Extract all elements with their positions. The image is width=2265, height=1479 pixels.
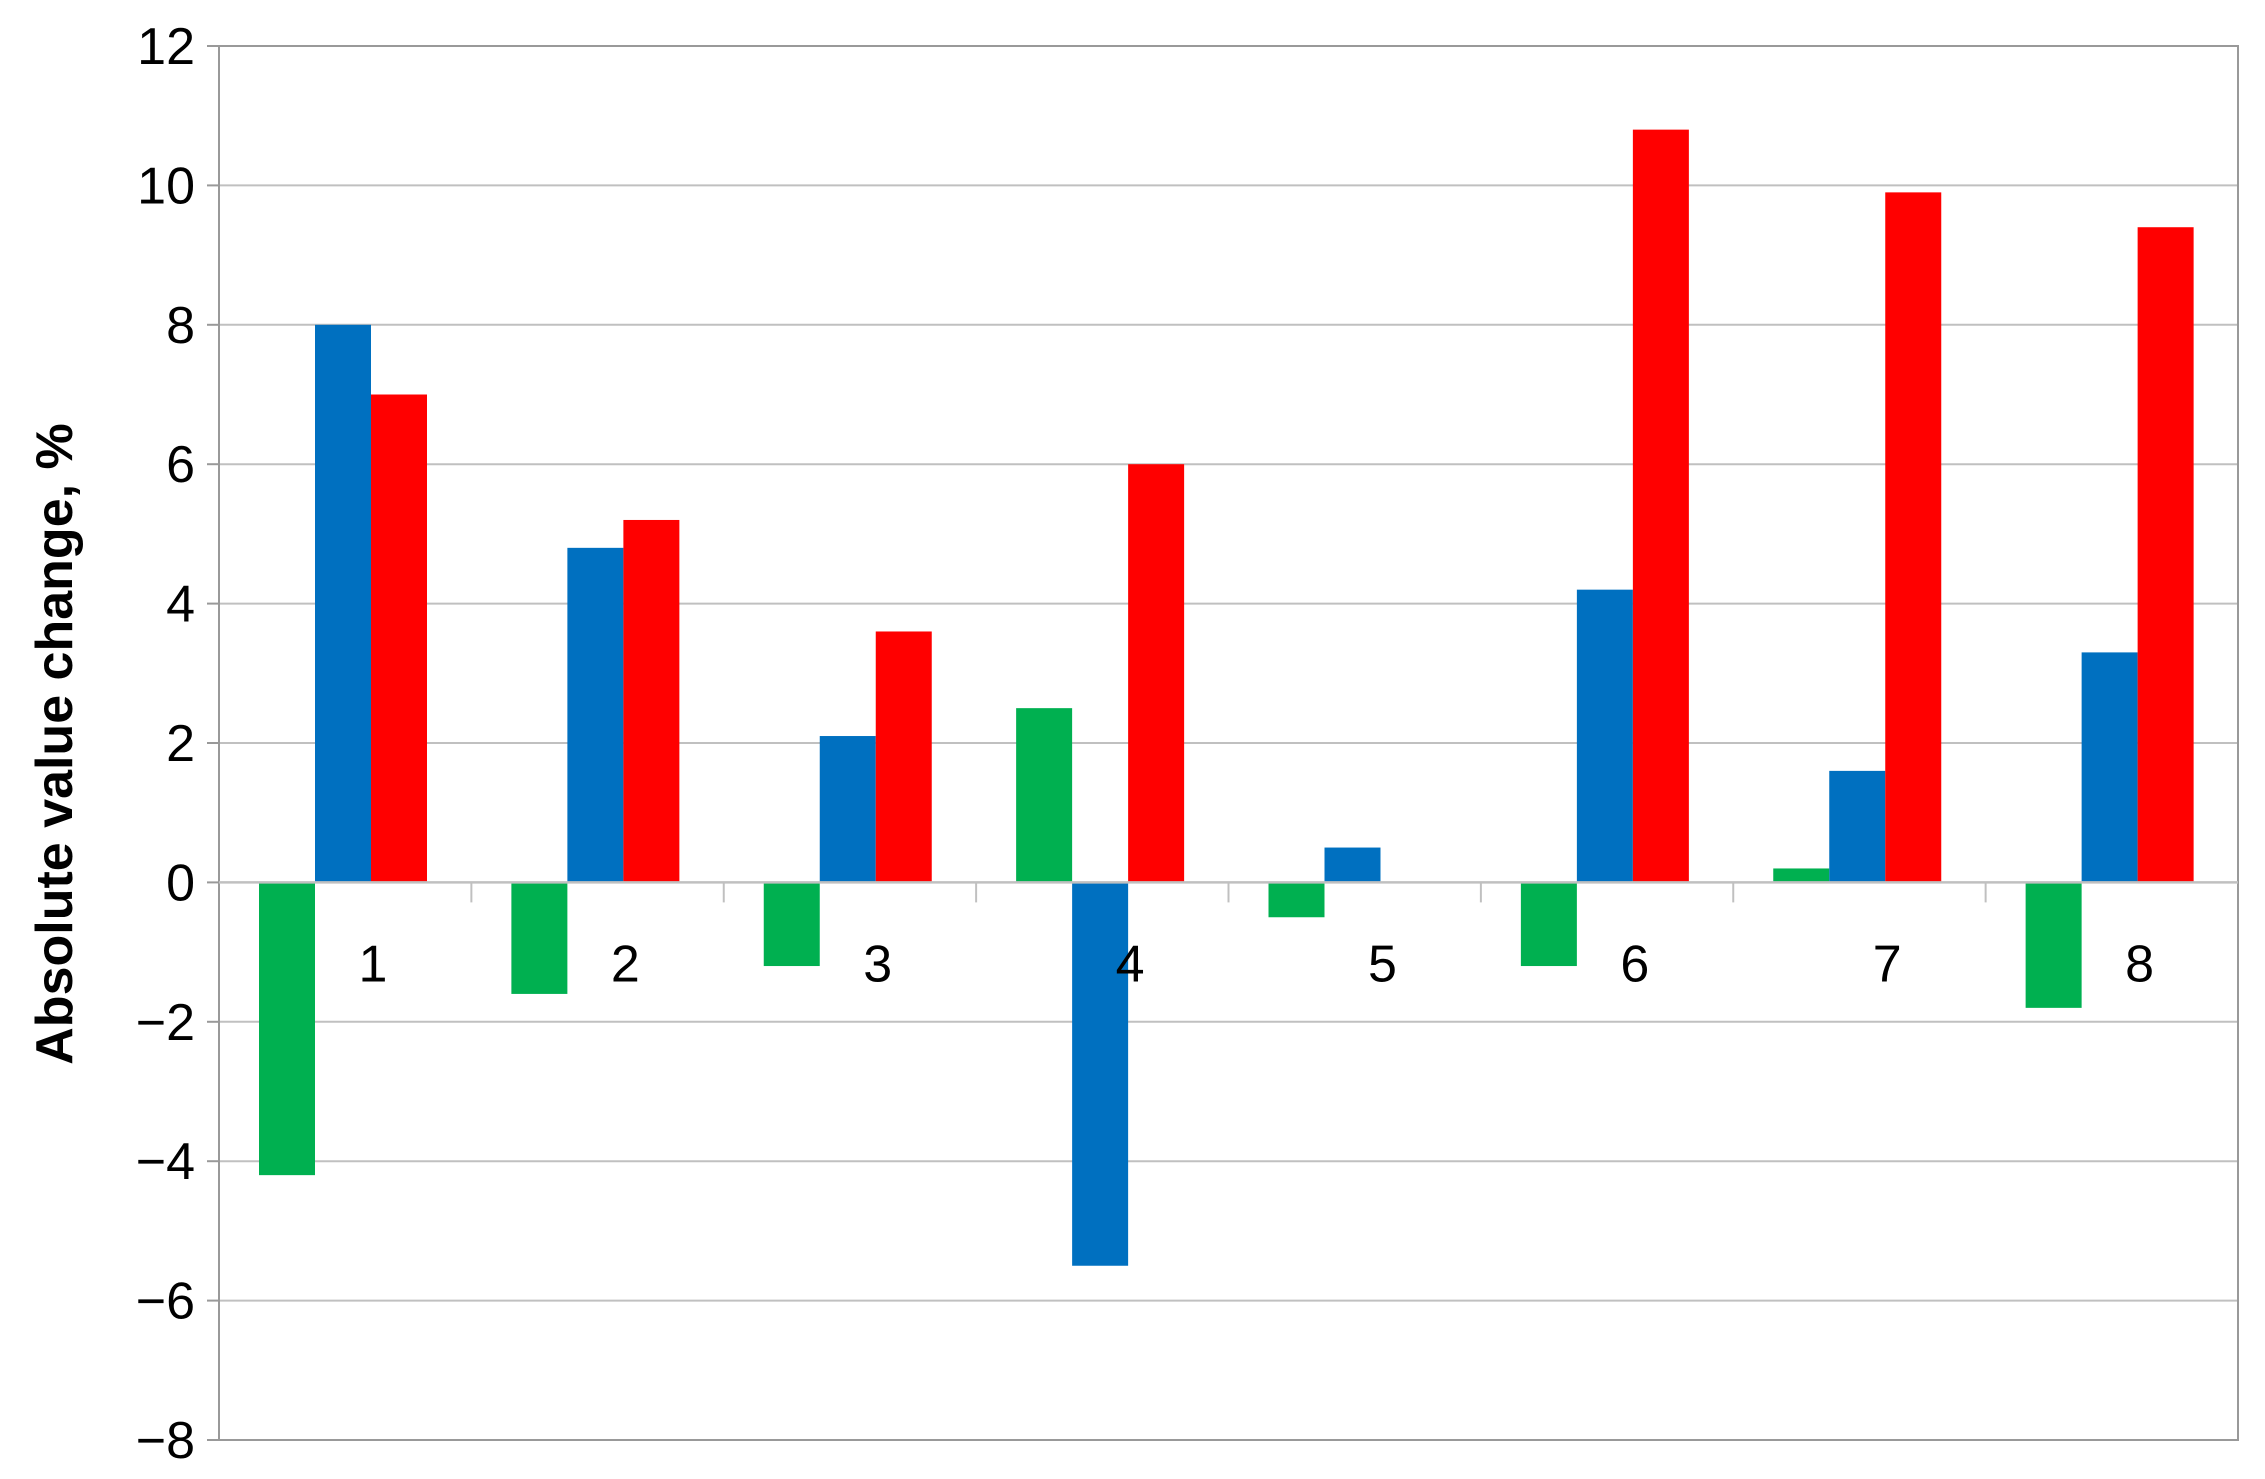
y-tick-label: −4	[136, 1133, 195, 1191]
y-tick-labels: 12 10 8 6 4 2 0 −2 −4 −6 −8	[136, 18, 195, 1470]
bar-series-1-cat-1	[259, 882, 315, 1176]
bar-series-2-cat-4	[1072, 882, 1129, 1266]
bar-series-1-cat-2	[511, 882, 568, 994]
bar-series-3-cat-7	[1885, 192, 1942, 883]
bar-series-2-cat-6	[1576, 589, 1633, 883]
y-tick-label: −2	[136, 994, 195, 1052]
bar-series-2-cat-8	[2081, 652, 2138, 883]
category-label: 6	[1620, 935, 1649, 993]
y-tick-label: 10	[137, 157, 195, 215]
bar-series-2-cat-1	[315, 324, 371, 883]
bar-series-1-cat-4	[1016, 708, 1073, 883]
bar-series-2-cat-2	[567, 547, 624, 883]
category-label: 7	[1873, 935, 1902, 993]
category-label: 5	[1368, 935, 1397, 993]
y-tick-label: −8	[136, 1412, 195, 1470]
y-axis-title: Absolute value change, %	[26, 423, 84, 1065]
bar-series-1-cat-5	[1268, 882, 1325, 918]
bar-series-1-cat-7	[1773, 868, 1830, 883]
bar-series-1-cat-8	[2025, 882, 2082, 1008]
bars	[259, 129, 2194, 1266]
bar-series-2-cat-3	[819, 736, 876, 883]
bar-series-3-cat-2	[623, 519, 680, 883]
y-tick-label: 4	[166, 576, 195, 634]
axes	[207, 45, 2239, 1441]
y-tick-label: −6	[136, 1273, 195, 1331]
bar-series-2-cat-7	[1829, 770, 1886, 883]
bar-series-3-cat-4	[1128, 464, 1185, 883]
y-tick-label: 12	[137, 18, 195, 76]
bar-series-3-cat-1	[371, 394, 427, 883]
bar-series-3-cat-6	[1632, 129, 1689, 883]
category-label: 8	[2125, 935, 2154, 993]
y-tick-label: 6	[166, 436, 195, 494]
bar-series-3-cat-8	[2137, 227, 2194, 883]
bar-series-1-cat-6	[1520, 882, 1577, 967]
category-label: 1	[359, 935, 388, 993]
bar-series-3-cat-3	[875, 631, 932, 883]
y-tick-label: 2	[166, 715, 195, 773]
bar-series-1-cat-3	[763, 882, 820, 967]
y-tick-label: 0	[166, 854, 195, 912]
category-labels: 1 2 3 4 5 6 7 8	[359, 935, 2155, 993]
y-tick-label: 8	[166, 297, 195, 355]
category-label: 2	[611, 935, 640, 993]
category-label: 3	[863, 935, 892, 993]
bar-series-2-cat-5	[1324, 847, 1381, 883]
category-label: 4	[1116, 935, 1145, 993]
